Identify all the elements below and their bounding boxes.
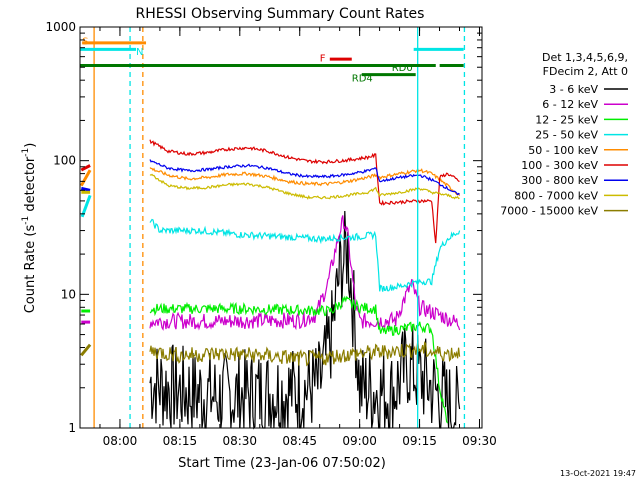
flag-label-rd4: RD4 [352,73,373,84]
series-6-12-kev [149,215,461,331]
flag-label-n: N [136,47,143,58]
plot-area [80,27,482,428]
x-tick-label: 09:15 [402,434,437,448]
y-axis-label: Count Rate (s-1 detector-1) [21,143,38,314]
x-tick-label: 08:00 [103,434,138,448]
legend-label-3-6-kev: 3 - 6 keV [549,83,598,96]
flag-label-s: S [82,37,88,48]
y-tick-label: 10 [61,287,76,301]
legend-label-25-50-kev: 25 - 50 keV [535,129,598,142]
y-tick-label: 1 [68,421,76,435]
legend-label-50-100-kev: 50 - 100 keV [528,144,598,157]
series-100-300-kev [149,139,460,244]
flag-label-rd0: RD0 [392,63,413,74]
legend-label-12-25-kev: 12 - 25 keV [535,113,598,126]
pre-gap-25-50-kev [80,194,92,218]
legend-header-line: Det 1,3,4,5,6,9, [542,51,628,64]
plot-background [80,27,482,428]
pre-gap-7000-15000-kev [80,343,92,357]
series-25-50-kev [149,218,461,292]
y-tick-label: 100 [53,154,76,168]
legend-label-300-800-kev: 300 - 800 keV [521,174,598,187]
pre-gap-100-300-kev [80,164,91,172]
pre-gap-300-800-kev [80,186,91,192]
series-12-25-kev [149,295,449,424]
chart-title: RHESSI Observing Summary Count Rates [136,6,425,22]
flag-bars: S N F RD0 RD4 [80,37,464,84]
series-3-6-kev [149,210,461,430]
x-tick-label: 08:45 [282,434,317,448]
legend-label-800-7000-kev: 800 - 7000 keV [514,189,598,202]
legend-header-line: FDecim 2, Att 0 [543,65,628,78]
x-axis-label: Start Time (23-Jan-06 07:50:02) [178,456,386,471]
plot-frame [79,26,483,429]
legend: Det 1,3,4,5,6,9,FDecim 2, Att 0 3 - 6 keV… [500,51,628,218]
series-300-800-kev [149,159,460,196]
legend-label-100-300-kev: 100 - 300 keV [521,159,598,172]
pre-gap-series [79,164,92,357]
legend-label-7000-15000-kev: 7000 - 15000 keV [500,205,598,218]
pre-gap-50-100-kev [79,169,92,187]
x-tick-label: 09:30 [462,434,497,448]
series-800-7000-kev [149,173,460,200]
flag-label-f: F [320,54,326,65]
y-tick-label: 1000 [45,20,76,34]
x-tick-label: 09:00 [342,434,377,448]
series-7000-15000-kev [149,341,461,367]
x-tick-label: 08:30 [222,434,257,448]
x-tick-label: 08:15 [163,434,198,448]
series-50-100-kev [149,167,461,197]
series-layer [149,139,461,430]
timestamp: 13-Oct-2021 19:47 [560,469,636,478]
legend-label-6-12-kev: 6 - 12 keV [542,98,598,111]
event-lines [93,27,466,428]
axes: 08:00 08:15 08:30 08:45 09:00 09:15 09:30 1 10 10… [45,20,496,448]
